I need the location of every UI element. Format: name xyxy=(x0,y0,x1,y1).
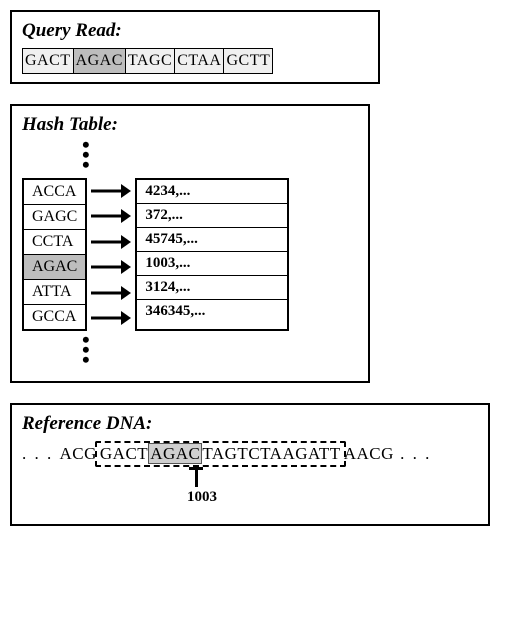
hash-key-3: AGAC xyxy=(24,255,85,280)
ref-right-seq: AACG xyxy=(344,444,394,463)
reference-line: . . . ACGGACTAGACTAGTCTAAGATTAACG . . . xyxy=(22,441,478,467)
query-title: Query Read: xyxy=(22,20,368,42)
arrow-icon xyxy=(91,204,131,228)
query-read-row: GACT AGAC TAGC CTAA GCTT xyxy=(22,48,273,74)
hash-arrows-col xyxy=(87,178,135,331)
hash-table-panel: Hash Table: ••• ACCA GAGC CCTA AGAC ATTA… xyxy=(10,104,370,383)
arrow-icon xyxy=(91,306,131,330)
read-seg-3: CTAA xyxy=(175,49,224,73)
read-seg-0: GACT xyxy=(23,49,74,73)
ref-dots-left: . . . xyxy=(22,444,60,463)
hash-keys-col: ACCA GAGC CCTA AGAC ATTA GCCA xyxy=(22,178,87,331)
reference-title: Reference DNA: xyxy=(22,413,478,435)
query-read-panel: Query Read: GACT AGAC TAGC CTAA GCTT xyxy=(10,10,380,84)
read-seg-4: GCTT xyxy=(224,49,272,73)
ref-boxed-highlight: AGAC xyxy=(148,443,202,464)
reference-dna-panel: Reference DNA: . . . ACGGACTAGACTAGTCTAA… xyxy=(10,403,490,526)
ref-boxed-left: GACT xyxy=(100,444,148,463)
hash-title: Hash Table: xyxy=(22,114,358,136)
hash-val-1: 372,... xyxy=(137,204,287,228)
vdots-top: ••• xyxy=(82,142,358,172)
hash-val-0: 4234,... xyxy=(137,180,287,204)
hash-rows: ACCA GAGC CCTA AGAC ATTA GCCA 4234,... 3… xyxy=(22,178,358,331)
hash-vals-col: 4234,... 372,... 45745,... 1003,... 3124… xyxy=(135,178,289,331)
ref-pointer: 1003 xyxy=(187,467,478,506)
read-seg-1: AGAC xyxy=(74,49,126,73)
arrow-icon xyxy=(91,281,131,305)
hash-val-5: 346345,... xyxy=(137,300,287,323)
hash-key-4: ATTA xyxy=(24,280,85,305)
hash-key-1: GAGC xyxy=(24,205,85,230)
hash-val-2: 45745,... xyxy=(137,228,287,252)
ref-dashed-window: GACTAGACTAGTCTAAGATT xyxy=(95,441,346,467)
arrow-icon xyxy=(91,179,131,203)
ref-left-seq: ACG xyxy=(60,444,97,463)
ref-dots-right: . . . xyxy=(394,444,432,463)
arrow-icon xyxy=(91,255,131,279)
pointer-line-icon xyxy=(195,467,198,487)
hash-key-2: CCTA xyxy=(24,230,85,255)
ref-boxed-right: TAGTCTAAGATT xyxy=(202,444,340,463)
hash-key-5: GCCA xyxy=(24,305,85,329)
hash-key-0: ACCA xyxy=(24,180,85,205)
hash-val-3: 1003,... xyxy=(137,252,287,276)
vdots-bottom: ••• xyxy=(82,337,358,367)
hash-val-4: 3124,... xyxy=(137,276,287,300)
pointer-label: 1003 xyxy=(187,489,478,506)
arrow-icon xyxy=(91,230,131,254)
read-seg-2: TAGC xyxy=(126,49,175,73)
